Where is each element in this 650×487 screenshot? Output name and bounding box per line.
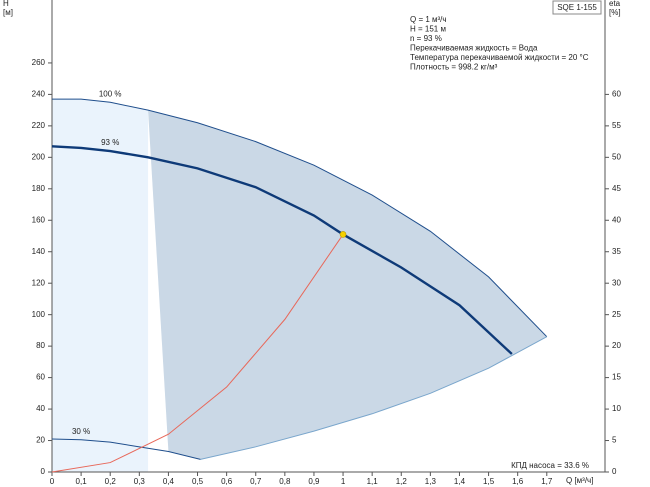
info-line: H = 151 м — [410, 25, 446, 34]
y2-tick-label: 10 — [612, 404, 621, 413]
y2-tick-label: 50 — [612, 152, 621, 161]
title-box — [552, 0, 602, 15]
x-tick-label: 1 — [341, 477, 346, 486]
light-area — [52, 99, 149, 473]
x-tick-label: 1,1 — [367, 477, 379, 486]
y-tick-label: 200 — [32, 152, 46, 161]
y2-tick-label: 15 — [612, 373, 621, 382]
x-tick-label: 0 — [50, 477, 55, 486]
y-tick-label: 120 — [32, 278, 46, 287]
y2-tick-label: 55 — [612, 121, 621, 130]
x-tick-label: 0,9 — [308, 477, 320, 486]
info-line: Плотность = 998.2 кг/м³ — [410, 63, 498, 72]
x-tick-label: 0,3 — [134, 477, 146, 486]
y-tick-label: 180 — [32, 184, 46, 193]
y-tick-label: 40 — [36, 404, 45, 413]
duty-point — [339, 231, 347, 238]
chart-title: SQE 1-155 — [557, 3, 597, 12]
x-tick-label: 1,3 — [425, 477, 437, 486]
x-tick-label: 1,6 — [512, 477, 524, 486]
x-tick-label: 0,5 — [192, 477, 204, 486]
y-label: H — [3, 0, 9, 8]
y-tick-label: 160 — [32, 215, 46, 224]
y2-tick-label: 20 — [612, 341, 621, 350]
y2-tick-label: 25 — [612, 310, 621, 319]
curve-label: 30 % — [72, 427, 90, 436]
y-tick-label: 80 — [36, 341, 45, 350]
x-tick-label: 0,4 — [163, 477, 175, 486]
curve — [200, 336, 548, 460]
x-tick-label: 1,7 — [541, 477, 553, 486]
y-tick-label: 20 — [36, 436, 45, 445]
x-tick-label: 0,7 — [250, 477, 262, 486]
y-tick-label: 0 — [41, 467, 46, 476]
x-tick-label: 1,2 — [396, 477, 408, 486]
y-tick-label: 100 — [32, 310, 46, 319]
y2-tick-label: 5 — [612, 436, 617, 445]
y2-tick-label: 45 — [612, 184, 621, 193]
y-label-unit: [м] — [3, 8, 13, 17]
y2-label-unit: [%] — [609, 8, 621, 17]
info-line: Температура перекачиваемой жидкости = 20… — [410, 53, 589, 62]
info-line: Q = 1 м³/ч — [410, 15, 447, 24]
footer: КПД насоса = 33.6 % — [511, 461, 589, 470]
x-tick-label: 0,1 — [76, 477, 88, 486]
curve-label: 93 % — [101, 138, 119, 147]
y2-tick-label: 0 — [612, 467, 617, 476]
y-tick-label: 240 — [32, 90, 46, 99]
y2-tick-label: 60 — [612, 90, 621, 99]
x-tick-label: 0,2 — [105, 477, 117, 486]
y2-tick-label: 35 — [612, 247, 621, 256]
y2-tick-label: 30 — [612, 278, 621, 287]
curve — [52, 98, 548, 338]
y2-label: eta — [609, 0, 621, 8]
operating-area — [148, 110, 547, 460]
y-tick-label: 60 — [36, 373, 45, 382]
x-label: Q [м³/ч] — [566, 476, 593, 485]
curve — [51, 438, 201, 460]
info-line: n = 93 % — [410, 34, 442, 43]
x-tick-label: 1,4 — [454, 477, 466, 486]
curve-label: 100 % — [99, 89, 122, 98]
curve — [51, 234, 344, 473]
info-line: Перекачиваемая жидкость = Вода — [410, 44, 538, 53]
curve — [51, 145, 513, 355]
y-tick-label: 220 — [32, 121, 46, 130]
x-tick-label: 1,5 — [483, 477, 495, 486]
y2-tick-label: 40 — [612, 215, 621, 224]
x-tick-label: 0,8 — [279, 477, 291, 486]
x-tick-label: 0,6 — [221, 477, 233, 486]
y-tick-label: 260 — [32, 58, 46, 67]
y-tick-label: 140 — [32, 247, 46, 256]
